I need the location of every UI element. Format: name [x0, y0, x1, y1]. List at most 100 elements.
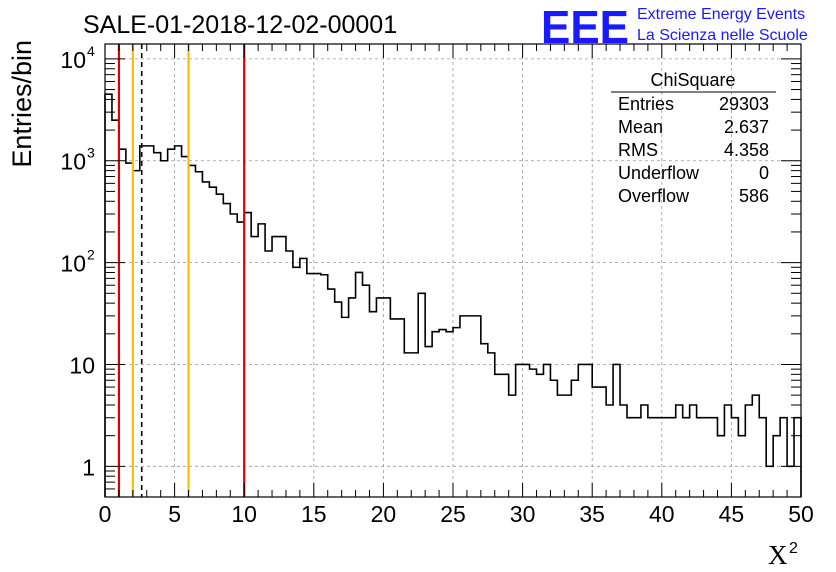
- histogram-bin: [606, 405, 613, 497]
- histogram-bin: [509, 395, 516, 497]
- histogram-bin: [738, 436, 745, 497]
- histogram-series: [104, 93, 802, 497]
- histogram-bin: [439, 330, 446, 497]
- histogram-bin: [349, 298, 356, 497]
- histogram-bin: [571, 380, 578, 497]
- x-axis-label: X 2: [768, 540, 798, 570]
- x-tick-label: 0: [99, 501, 112, 527]
- axis-ticks: [104, 44, 802, 498]
- histogram-bin: [717, 436, 724, 497]
- histogram-bin: [697, 418, 704, 497]
- y-tick-label: 1: [82, 454, 95, 480]
- stats-row-label: RMS: [618, 140, 658, 160]
- histogram-bin: [230, 214, 237, 497]
- histogram-bin: [773, 436, 780, 497]
- histogram-bin: [620, 405, 627, 497]
- histogram-bin: [223, 204, 230, 497]
- histogram-bin: [328, 289, 335, 497]
- histogram-bin: [557, 395, 564, 497]
- x-tick-label: 40: [649, 501, 675, 527]
- histogram-bin: [683, 418, 690, 497]
- stats-box: ChiSquare Entries 29303 Mean 2.637 RMS 4.358 U…: [611, 70, 776, 206]
- histogram-bin: [516, 364, 523, 497]
- histogram-bin: [711, 418, 718, 497]
- histogram-bin: [404, 353, 411, 497]
- histogram-bin: [599, 387, 606, 497]
- x-axis-label-main: X: [768, 540, 788, 570]
- histogram-bin: [363, 285, 370, 497]
- histogram-bin: [314, 274, 321, 497]
- histogram-bin: [272, 237, 279, 497]
- histogram-bin: [745, 405, 752, 497]
- x-tick-label: 5: [168, 501, 181, 527]
- histogram-bin: [209, 187, 216, 497]
- histogram-line: [104, 93, 802, 497]
- histogram-bin: [397, 319, 404, 497]
- histogram-bin: [592, 387, 599, 497]
- histogram-bin: [418, 293, 425, 497]
- histogram-bin: [202, 182, 209, 497]
- histogram-bin: [383, 298, 390, 497]
- marker-lines: [117, 44, 246, 497]
- y-tick-label: 10: [60, 47, 86, 73]
- histogram-bin: [369, 312, 376, 497]
- histogram-bin: [356, 272, 363, 497]
- histogram-bin: [342, 317, 349, 497]
- x-tick-label: 30: [510, 501, 536, 527]
- chart-title: SALE-01-2018-12-02-00001: [83, 11, 397, 39]
- histogram-bin: [258, 224, 265, 497]
- histogram-bin: [794, 418, 801, 497]
- stats-row-value: 29303: [719, 94, 769, 114]
- x-tick-label: 35: [579, 501, 605, 527]
- x-tick-label: 25: [440, 501, 466, 527]
- histogram-bin: [446, 332, 453, 497]
- x-axis-label-superscript: 2: [789, 540, 798, 557]
- histogram-bin: [543, 364, 550, 497]
- histogram-bin: [537, 374, 544, 497]
- histogram-bin: [780, 418, 787, 497]
- stats-row-value: 2.637: [724, 117, 769, 137]
- stats-rows: Entries 29303 Mean 2.637 RMS 4.358 Underflow 0 O…: [618, 94, 769, 206]
- histogram-bin: [300, 258, 307, 497]
- histogram-bin: [488, 353, 495, 497]
- histogram-bin: [627, 418, 634, 497]
- stats-row-value: 4.358: [724, 140, 769, 160]
- histogram-bin: [752, 395, 759, 497]
- x-tick-label: 20: [371, 501, 397, 527]
- histogram-bin: [147, 146, 154, 497]
- histogram-bin: [759, 418, 766, 497]
- eee-logo-line1: Extreme Energy Events: [637, 6, 805, 23]
- histogram-bin: [731, 418, 738, 497]
- histogram-bin: [662, 418, 669, 497]
- histogram-bin: [585, 364, 592, 497]
- x-tick-label: 50: [788, 501, 814, 527]
- histogram-bin: [634, 418, 641, 497]
- histogram-bin: [550, 380, 557, 497]
- stats-row-label: Mean: [618, 117, 663, 137]
- histogram-bin: [216, 194, 223, 497]
- histogram-bin: [766, 466, 773, 497]
- histogram-bin: [523, 364, 530, 497]
- eee-logo-text: EEE: [541, 1, 629, 53]
- histogram-bin: [168, 149, 175, 497]
- histogram-bin: [293, 267, 300, 497]
- stats-row-value: 586: [739, 186, 769, 206]
- stats-row-value: 0: [759, 163, 769, 183]
- stats-row-label: Underflow: [618, 163, 700, 183]
- histogram-bin: [613, 364, 620, 497]
- y-tick-label-exponent: 2: [87, 247, 95, 263]
- histogram-bin: [105, 94, 112, 497]
- histogram-bin: [481, 344, 488, 497]
- histogram-bin: [787, 466, 794, 497]
- histogram-bin: [495, 374, 502, 497]
- y-tick-label-exponent: 4: [87, 43, 95, 59]
- histogram-bin: [425, 347, 432, 497]
- histogram-bin: [676, 405, 683, 497]
- eee-logo-line2: La Scienza nelle Scuole: [637, 27, 808, 44]
- histogram-bin: [460, 316, 467, 497]
- x-tick-label: 10: [231, 501, 257, 527]
- stats-row-label: Entries: [618, 94, 674, 114]
- histogram-bin: [390, 319, 397, 497]
- grid: [105, 44, 801, 497]
- histogram-bin: [690, 405, 697, 497]
